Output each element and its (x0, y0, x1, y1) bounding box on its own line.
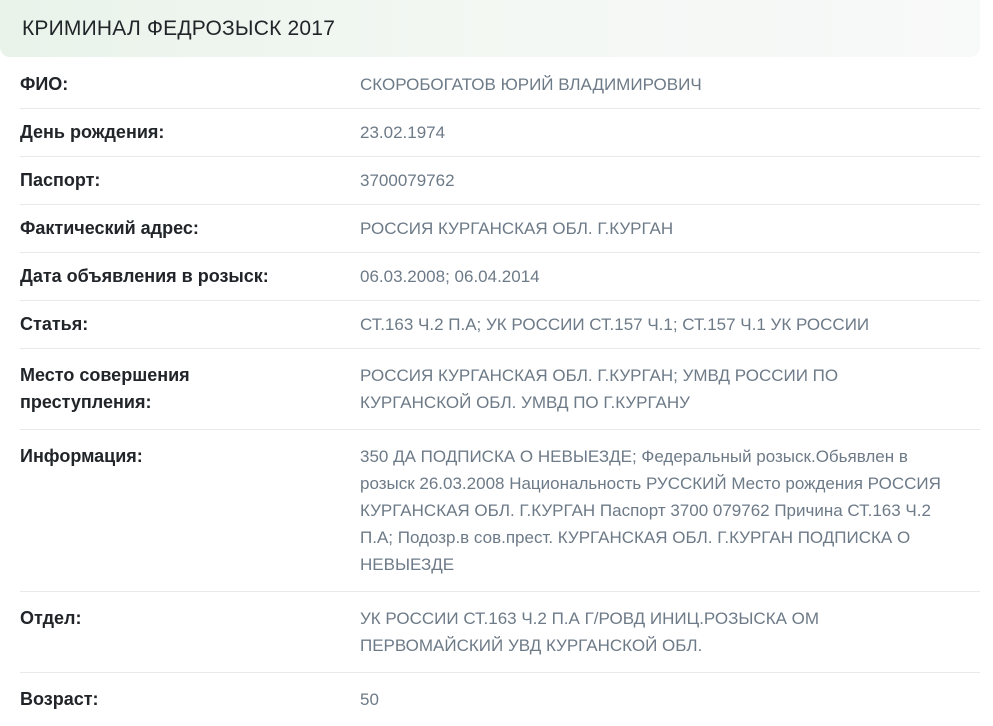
field-label: Фактический адрес: (20, 218, 199, 238)
field-value: 350 ДА ПОДПИСКА О НЕВЫЕЗДЕ; Федеральный … (360, 447, 941, 574)
field-label: Отдел: (20, 608, 82, 628)
field-label: Информация: (20, 446, 143, 466)
field-label: Статья: (20, 314, 89, 334)
field-label: ФИО: (20, 74, 69, 94)
record-row-passport: Паспорт: 3700079762 (20, 157, 980, 205)
record-row-address: Фактический адрес: РОССИЯ КУРГАНСКАЯ ОБЛ… (20, 205, 980, 253)
field-value: УК РОССИИ СТ.163 Ч.2 П.А Г/РОВД ИНИЦ.РОЗ… (360, 609, 820, 655)
record-row-crime-place: Место совершения преступления: РОССИЯ КУ… (20, 349, 980, 430)
panel-header: КРИМИНАЛ ФЕДРОЗЫСК 2017 (0, 0, 980, 57)
record-row-birthdate: День рождения: 23.02.1974 (20, 109, 980, 157)
record-row-wanted-date: Дата объявления в розыск: 06.03.2008; 06… (20, 253, 980, 301)
field-value: РОССИЯ КУРГАНСКАЯ ОБЛ. Г.КУРГАН (360, 219, 674, 238)
record-row-department: Отдел: УК РОССИИ СТ.163 Ч.2 П.А Г/РОВД И… (20, 592, 980, 673)
field-value: 06.03.2008; 06.04.2014 (360, 267, 540, 286)
field-label: Дата объявления в розыск: (20, 266, 269, 286)
field-label: День рождения: (20, 122, 165, 142)
record-row-article: Статья: СТ.163 Ч.2 П.А; УК РОССИИ СТ.157… (20, 301, 980, 349)
field-value: РОССИЯ КУРГАНСКАЯ ОБЛ. Г.КУРГАН; УМВД РО… (360, 366, 839, 412)
field-value: 3700079762 (360, 171, 455, 190)
page-title: КРИМИНАЛ ФЕДРОЗЫСК 2017 (22, 16, 336, 40)
field-value: СТ.163 Ч.2 П.А; УК РОССИИ СТ.157 Ч.1; СТ… (360, 315, 870, 334)
record-table: ФИО: СКОРОБОГАТОВ ЮРИЙ ВЛАДИМИРОВИЧ День… (20, 61, 980, 726)
field-label: Место совершения преступления: (20, 365, 190, 412)
record-row-fio: ФИО: СКОРОБОГАТОВ ЮРИЙ ВЛАДИМИРОВИЧ (20, 61, 980, 109)
field-value: СКОРОБОГАТОВ ЮРИЙ ВЛАДИМИРОВИЧ (360, 75, 702, 94)
field-value: 50 (360, 690, 379, 709)
record-row-age: Возраст: 50 (20, 673, 980, 726)
record-row-info: Информация: 350 ДА ПОДПИСКА О НЕВЫЕЗДЕ; … (20, 430, 980, 592)
field-label: Возраст: (20, 689, 99, 709)
field-value: 23.02.1974 (360, 123, 446, 142)
field-label: Паспорт: (20, 170, 101, 190)
